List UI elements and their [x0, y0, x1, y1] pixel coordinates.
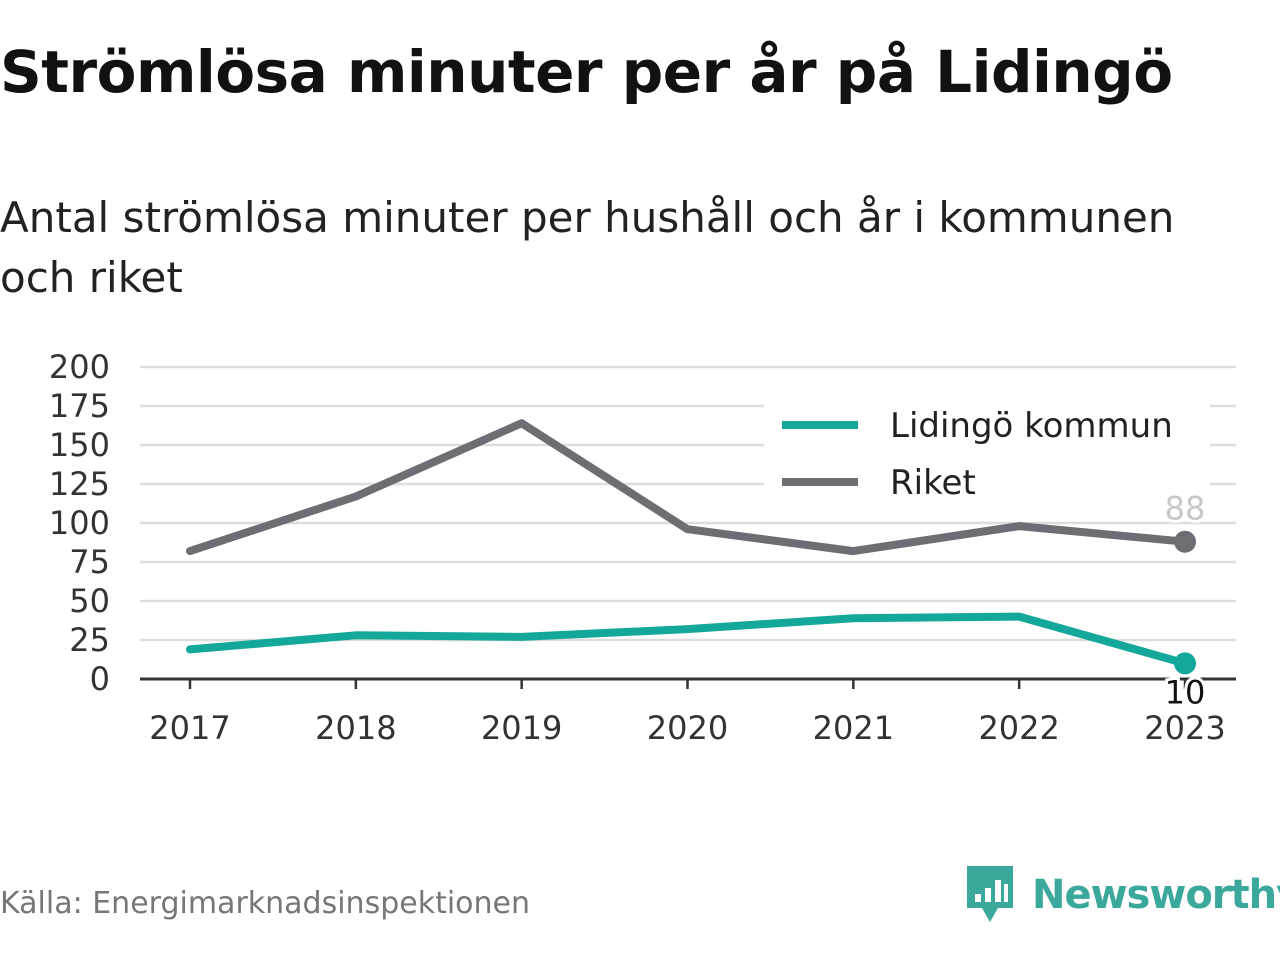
x-axis: 2017 2018 2019 2020 2021 2022 2023	[140, 677, 1236, 747]
y-tick-label: 50	[69, 582, 110, 620]
y-tick-label: 0	[90, 660, 110, 698]
x-tick-label: 2019	[481, 709, 562, 747]
grid-lines	[140, 365, 1236, 642]
series-line-riket	[186, 419, 1189, 556]
x-tick-label: 2018	[315, 709, 396, 747]
y-tick-label: 75	[69, 543, 110, 581]
y-tick-label: 25	[69, 621, 110, 659]
end-value-label-riket: 88	[1165, 490, 1206, 528]
x-tick-label: 2023	[1144, 709, 1225, 747]
legend-background	[764, 402, 1210, 510]
x-tick-label: 2021	[813, 709, 894, 747]
series-lines	[186, 419, 1196, 675]
series-line-lidingo	[186, 612, 1189, 668]
chart-title: Strömlösa minuter per år på Lidingö	[0, 38, 1173, 106]
x-tick-label: 2022	[978, 709, 1059, 747]
end-value-label-lidingo: 10	[1165, 673, 1206, 711]
source-note: Källa: Energimarknadsinspektionen	[0, 886, 531, 921]
y-tick-label: 125	[49, 465, 110, 503]
y-tick-label: 175	[49, 387, 110, 425]
legend: Lidingö kommun Riket	[764, 402, 1210, 510]
x-tick-label: 2017	[149, 709, 230, 747]
legend-label-riket: Riket	[890, 463, 976, 503]
legend-label-lidingo: Lidingö kommun	[890, 406, 1173, 446]
chart-subtitle: Antal strömlösa minuter per hushåll och …	[0, 193, 1175, 302]
end-point-lidingo	[1174, 652, 1196, 675]
y-tick-label: 150	[49, 426, 110, 464]
brand-logo: Newsworthy	[964, 864, 1280, 926]
y-tick-label: 100	[49, 504, 110, 542]
brand-name: Newsworthy	[1032, 872, 1280, 918]
x-tick-label: 2020	[647, 709, 728, 747]
end-point-riket	[1174, 530, 1196, 553]
y-tick-label: 200	[49, 348, 110, 386]
newsworthy-logo-icon	[967, 866, 1013, 922]
end-value-labels: 10 88	[1162, 487, 1209, 715]
